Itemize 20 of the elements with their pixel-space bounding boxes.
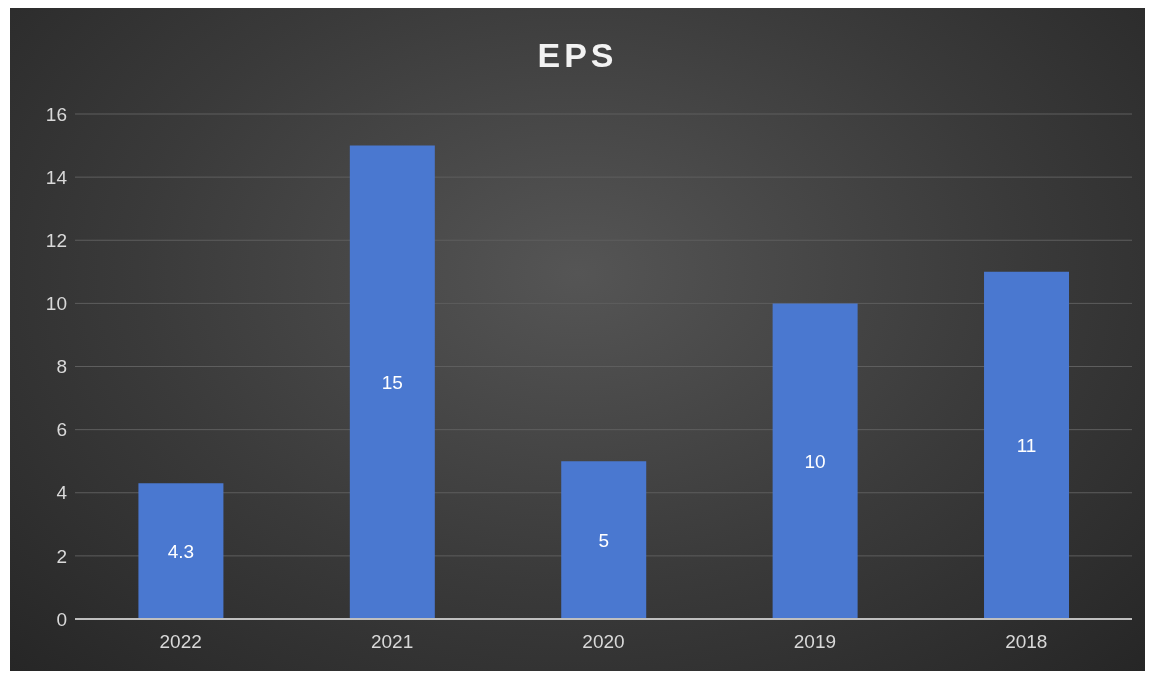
y-tick-label: 6	[56, 419, 67, 441]
y-tick-label: 12	[45, 229, 67, 251]
y-tick-label: 8	[56, 356, 67, 378]
y-tick-label: 2	[56, 545, 67, 567]
y-tick-label: 4	[56, 482, 68, 504]
data-label: 10	[804, 450, 826, 472]
x-tick-label: 2020	[582, 631, 625, 653]
data-label: 5	[598, 529, 610, 551]
chart-title: EPS	[536, 36, 619, 75]
x-tick-label: 2018	[1005, 631, 1048, 653]
x-tick-label: 2022	[159, 631, 202, 653]
data-label: 11	[1016, 435, 1037, 457]
x-tick-label: 2019	[793, 631, 837, 653]
y-tick-label: 0	[56, 608, 67, 630]
x-tick-label: 2021	[370, 631, 414, 653]
data-label: 4.3	[167, 540, 195, 562]
data-label: 15	[381, 372, 403, 394]
y-tick-label: 16	[45, 103, 67, 125]
y-tick-label: 10	[45, 293, 67, 315]
y-tick-label: 14	[45, 166, 68, 188]
